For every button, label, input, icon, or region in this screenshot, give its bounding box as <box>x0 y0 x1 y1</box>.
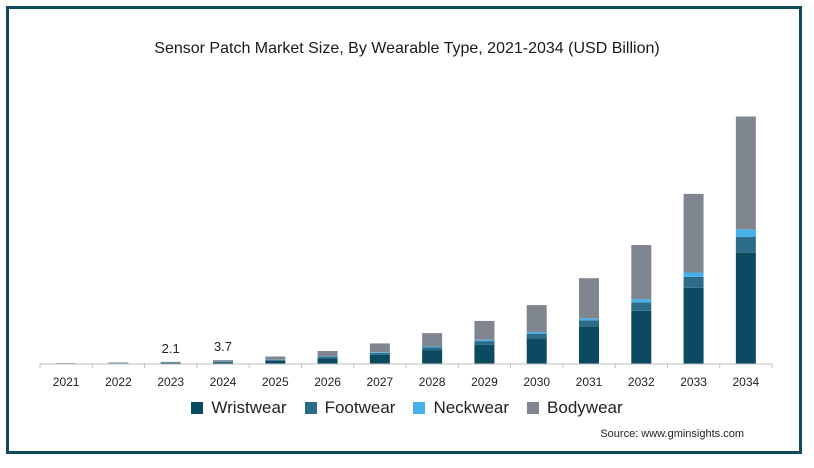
bar-wristwear-2031 <box>579 326 599 364</box>
x-tick-label-2021: 2021 <box>53 375 80 389</box>
data-label-2023: 2.1 <box>162 341 180 356</box>
bar-neckwear-2030 <box>526 332 547 334</box>
x-tick-label-2028: 2028 <box>419 375 446 389</box>
legend-item-footwear: Footwear <box>304 398 396 418</box>
bar-bodywear-2033 <box>683 193 704 273</box>
bar-wristwear-2023 <box>160 362 181 364</box>
bar-footwear-2032 <box>631 302 652 311</box>
bar-neckwear-2026 <box>317 356 338 358</box>
legend-item-wristwear: Wristwear <box>191 398 287 418</box>
x-tick-label-2024: 2024 <box>210 375 237 389</box>
bar-neckwear-2027 <box>369 352 390 353</box>
bar-footwear-2033 <box>683 276 704 288</box>
bar-footwear-2028 <box>422 347 443 351</box>
bar-wristwear-2030 <box>526 338 547 364</box>
bar-bodywear-2030 <box>526 305 547 333</box>
bar-bodywear-2026 <box>317 351 338 357</box>
bar-wristwear-2034 <box>735 252 756 364</box>
bar-neckwear-2029 <box>474 339 495 342</box>
bar-footwear-2031 <box>579 320 599 327</box>
legend-label-footwear: Footwear <box>324 398 396 417</box>
bar-wristwear-2028 <box>422 350 443 364</box>
bar-bodywear-2022 <box>108 362 129 364</box>
chart-frame <box>6 6 802 454</box>
x-tick-label-2025: 2025 <box>262 375 289 389</box>
bar-wristwear-2024 <box>213 362 233 364</box>
bar-bodywear-2023 <box>160 361 181 363</box>
bar-footwear-2026 <box>317 357 338 359</box>
bar-footwear-2027 <box>369 352 390 355</box>
bar-bodywear-2025 <box>265 356 286 360</box>
legend-swatch-neckwear <box>413 402 426 414</box>
bar-footwear-2024 <box>213 361 233 363</box>
bar-neckwear-2032 <box>631 299 652 303</box>
bar-neckwear-2031 <box>579 318 599 321</box>
legend: Wristwear Footwear Neckwear Bodywear <box>0 398 814 418</box>
source-note: Source: www.gminsights.com <box>600 428 744 440</box>
legend-swatch-bodywear <box>527 402 540 414</box>
data-label-2024: 3.7 <box>214 339 232 354</box>
x-tick-label-2034: 2034 <box>733 375 760 389</box>
bar-wristwear-2026 <box>317 358 338 364</box>
bar-bodywear-2028 <box>422 333 443 347</box>
bar-neckwear-2028 <box>422 346 443 348</box>
legend-item-bodywear: Bodywear <box>527 398 623 418</box>
x-tick-label-2033: 2033 <box>680 375 707 389</box>
legend-item-neckwear: Neckwear <box>413 398 509 418</box>
bar-footwear-2034 <box>735 237 756 253</box>
x-tick-label-2029: 2029 <box>471 375 498 389</box>
legend-label-bodywear: Bodywear <box>547 398 623 417</box>
bar-neckwear-2034 <box>735 229 756 238</box>
bar-wristwear-2033 <box>683 287 704 364</box>
bar-wristwear-2027 <box>369 354 390 364</box>
bar-bodywear-2024 <box>213 360 233 362</box>
bar-wristwear-2025 <box>265 360 286 364</box>
legend-label-wristwear: Wristwear <box>211 398 287 417</box>
legend-label-neckwear: Neckwear <box>433 398 510 417</box>
bar-footwear-2029 <box>474 341 495 345</box>
bar-bodywear-2032 <box>631 245 652 300</box>
x-tick-label-2023: 2023 <box>157 375 184 389</box>
legend-swatch-wristwear <box>191 402 204 414</box>
chart-title: Sensor Patch Market Size, By Wearable Ty… <box>154 40 660 57</box>
bar-wristwear-2029 <box>474 344 495 364</box>
bar-bodywear-2034 <box>735 116 756 230</box>
x-tick-label-2026: 2026 <box>314 375 341 389</box>
x-tick-label-2032: 2032 <box>628 375 655 389</box>
bar-bodywear-2029 <box>474 320 495 340</box>
bar-wristwear-2032 <box>631 310 652 364</box>
bar-neckwear-2033 <box>683 272 704 277</box>
bar-footwear-2030 <box>526 333 547 339</box>
legend-swatch-footwear <box>304 402 317 414</box>
x-tick-label-2022: 2022 <box>105 375 132 389</box>
bar-bodywear-2031 <box>579 278 599 319</box>
bar-footwear-2025 <box>265 359 286 361</box>
x-tick-label-2030: 2030 <box>523 375 550 389</box>
bar-bodywear-2027 <box>369 343 390 353</box>
x-tick-label-2027: 2027 <box>367 375 394 389</box>
x-tick-label-2031: 2031 <box>576 375 603 389</box>
